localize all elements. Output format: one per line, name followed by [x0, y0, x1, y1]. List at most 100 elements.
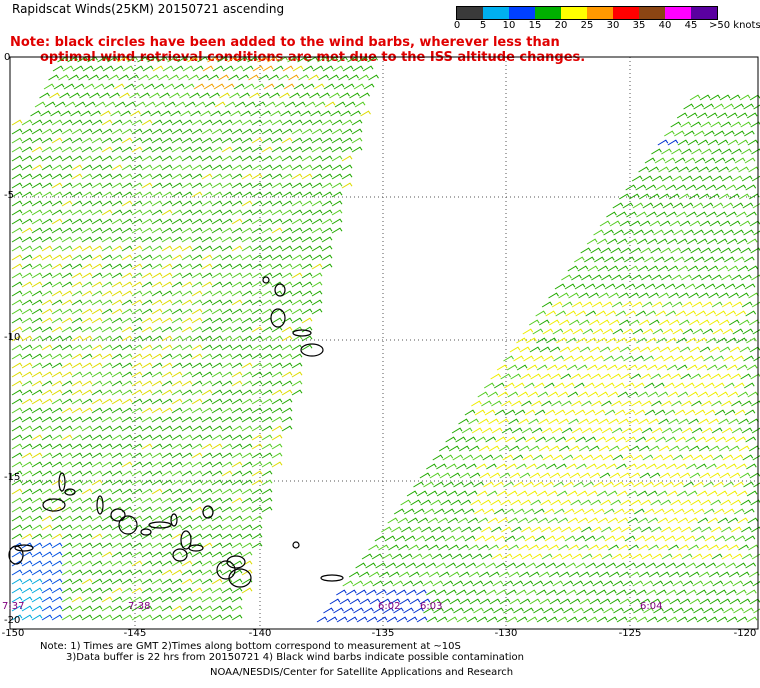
wind-barb: [479, 598, 491, 605]
wind-barb: [621, 553, 633, 560]
wind-barb: [638, 571, 650, 578]
wind-barb: [131, 362, 143, 369]
wind-barb: [611, 274, 622, 281]
wind-barb: [61, 614, 73, 621]
wind-barb: [678, 571, 690, 578]
wind-barb: [258, 74, 269, 81]
colorbar-label: 15: [528, 20, 542, 31]
wind-barb: [277, 56, 288, 63]
wind-barb: [51, 425, 63, 432]
wind-barb: [201, 479, 213, 486]
wind-barb: [231, 308, 243, 315]
wind-barb: [211, 128, 223, 135]
wind-barb: [594, 283, 606, 290]
wind-barb: [564, 283, 576, 290]
wind-barb: [362, 580, 374, 587]
wind-barb: [555, 310, 567, 317]
wind-barb: [11, 272, 23, 279]
wind-barb: [518, 445, 530, 452]
wind-barb: [591, 553, 603, 560]
wind-barb: [446, 589, 457, 596]
wind-barb: [81, 461, 93, 468]
lon-label-minus-125: -125: [618, 628, 642, 639]
wind-barb: [201, 542, 213, 549]
wind-barb: [734, 535, 746, 542]
wind-barb: [221, 209, 233, 216]
wind-barb: [429, 472, 441, 479]
wind-barb: [41, 254, 53, 261]
wind-barb: [217, 56, 228, 63]
wind-barb: [351, 119, 363, 126]
wind-barb: [526, 463, 537, 470]
wind-barb: [561, 400, 572, 407]
wind-barb: [41, 578, 53, 585]
wind-barb: [573, 607, 584, 614]
wind-barb: [151, 443, 163, 450]
wind-barb: [568, 418, 579, 425]
wind-barb: [536, 589, 547, 596]
wind-barb: [111, 164, 123, 171]
wind-barb: [61, 380, 73, 387]
wind-barb: [221, 407, 233, 414]
wind-barb: [201, 146, 213, 153]
wind-barb: [511, 526, 522, 533]
wind-barb: [721, 148, 732, 155]
wind-barb: [88, 74, 99, 81]
wind-barb: [357, 56, 368, 63]
wind-barb: [565, 436, 577, 443]
wind-barb: [161, 146, 173, 153]
wind-barb: [521, 400, 532, 407]
wind-barb: [631, 175, 643, 182]
wind-barb: [621, 274, 632, 281]
wind-barb: [41, 596, 53, 603]
wind-barb: [691, 175, 703, 182]
wind-barb: [671, 148, 682, 155]
wind-barb: [523, 481, 534, 488]
wind-barb: [734, 409, 746, 416]
wind-barb: [645, 562, 657, 569]
wind-barb: [689, 193, 700, 200]
wind-barb: [271, 353, 283, 360]
wind-barb: [406, 616, 418, 623]
wind-barb: [71, 587, 83, 594]
wind-barb: [151, 254, 163, 261]
wind-barb: [529, 472, 541, 479]
wind-barb: [562, 454, 574, 461]
wind-barb: [91, 209, 103, 216]
wind-barb: [201, 191, 213, 198]
wind-barb: [561, 526, 572, 533]
wind-barb: [221, 596, 233, 603]
wind-barb: [741, 427, 753, 434]
wind-barb: [98, 74, 109, 81]
wind-barb: [599, 472, 611, 479]
wind-barb: [271, 407, 283, 414]
wind-barb: [549, 598, 561, 605]
wind-barb: [587, 265, 599, 272]
wind-barb: [161, 371, 173, 378]
wind-barb: [599, 220, 611, 227]
wind-barb: [201, 272, 213, 279]
wind-barb: [329, 598, 341, 605]
wind-barb: [732, 580, 744, 587]
wind-barb: [251, 209, 263, 216]
wind-barb: [705, 436, 717, 443]
wind-barb: [181, 326, 193, 333]
wind-barb: [211, 425, 223, 432]
wind-barb: [121, 236, 133, 243]
wind-barb: [516, 364, 528, 371]
wind-barb: [191, 434, 203, 441]
wind-barb: [151, 272, 163, 279]
wind-barb: [111, 605, 123, 612]
wind-barb: [433, 508, 445, 515]
wind-barb: [221, 371, 233, 378]
wind-barb: [546, 463, 557, 470]
wind-barb: [691, 301, 703, 308]
wind-barb: [508, 544, 519, 551]
wind-barb: [715, 436, 727, 443]
wind-barb: [231, 227, 243, 234]
wind-barb: [307, 56, 318, 63]
wind-barb: [11, 290, 23, 297]
wind-barb: [566, 490, 578, 497]
wind-barb: [241, 515, 253, 522]
wind-barb: [91, 299, 103, 306]
